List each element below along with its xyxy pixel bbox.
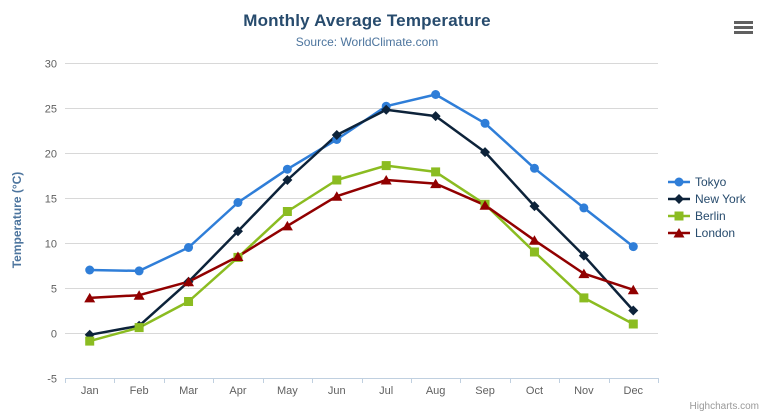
y-axis-label: 30: [45, 59, 57, 71]
data-point-london[interactable]: [331, 191, 343, 201]
series-line-tokyo[interactable]: [88, 93, 635, 273]
data-point-berlin[interactable]: [282, 207, 292, 216]
highcharts-credit[interactable]: Highcharts.com: [689, 401, 759, 412]
legend-item-berlin[interactable]: Berlin: [668, 208, 746, 223]
data-point-berlin[interactable]: [579, 293, 589, 303]
data-point-berlin[interactable]: [134, 323, 144, 333]
legend-item-label: Berlin: [695, 208, 726, 223]
x-axis-label: Oct: [526, 385, 543, 397]
legend-item-label: London: [695, 225, 736, 240]
data-point-berlin[interactable]: [184, 297, 194, 306]
y-axis-label: 5: [51, 284, 57, 296]
data-point-new-york[interactable]: [578, 250, 589, 261]
data-point-tokyo[interactable]: [233, 198, 243, 207]
data-point-new-york[interactable]: [430, 111, 441, 122]
data-point-london[interactable]: [627, 284, 639, 295]
data-point-berlin[interactable]: [628, 319, 638, 329]
data-point-london[interactable]: [281, 220, 293, 231]
x-axis-label: May: [277, 385, 298, 397]
legend-marker-square-icon: [668, 211, 690, 220]
legend-item-new-york[interactable]: New York: [668, 191, 746, 206]
data-point-tokyo[interactable]: [628, 242, 638, 252]
y-axis-label: 20: [45, 149, 57, 161]
hamburger-bar: [734, 26, 753, 29]
hamburger-bar: [734, 31, 753, 34]
export-menu-icon[interactable]: [734, 21, 753, 34]
x-axis-label: Nov: [574, 385, 594, 397]
data-point-berlin[interactable]: [332, 175, 342, 185]
data-point-berlin[interactable]: [431, 167, 441, 177]
data-point-tokyo[interactable]: [85, 265, 95, 275]
data-point-berlin[interactable]: [381, 161, 391, 171]
y-axis-label: 25: [45, 104, 57, 116]
chart-subtitle: Source: WorldClimate.com: [295, 35, 439, 49]
x-axis-label: Sep: [475, 385, 495, 397]
data-point-new-york[interactable]: [232, 226, 243, 237]
y-axis-label: 10: [45, 239, 57, 251]
data-point-new-york[interactable]: [628, 305, 639, 316]
data-point-london[interactable]: [528, 235, 540, 245]
y-axis-label: 15: [45, 194, 57, 206]
x-axis-label: Feb: [130, 385, 149, 397]
data-point-tokyo[interactable]: [529, 163, 539, 173]
data-point-tokyo[interactable]: [579, 203, 589, 213]
legend-item-label: Tokyo: [695, 174, 727, 189]
data-point-berlin[interactable]: [85, 336, 95, 346]
x-axis-label: Jul: [379, 385, 393, 397]
legend-marker-circle-icon: [668, 177, 690, 186]
data-point-new-york[interactable]: [331, 130, 342, 140]
data-point-london[interactable]: [380, 175, 392, 185]
series-line-new-york[interactable]: [88, 108, 635, 337]
y-axis-label: 0: [51, 329, 57, 341]
legend-item-london[interactable]: London: [668, 225, 746, 240]
data-point-london[interactable]: [479, 200, 491, 210]
data-point-london[interactable]: [183, 276, 195, 287]
legend-marker-triangle-icon: [668, 227, 690, 237]
legend: Tokyo New York Berlin London: [668, 174, 746, 240]
data-point-new-york[interactable]: [529, 201, 540, 212]
y-axis-label: -5: [47, 374, 57, 386]
x-axis-label: Jan: [81, 385, 99, 397]
hamburger-bar: [734, 21, 753, 24]
data-point-london[interactable]: [84, 292, 96, 303]
data-point-tokyo[interactable]: [184, 243, 194, 252]
series-line-berlin[interactable]: [88, 164, 635, 343]
data-point-tokyo[interactable]: [134, 266, 144, 276]
chart-title: Monthly Average Temperature: [243, 11, 491, 30]
x-axis-label: Apr: [229, 385, 246, 397]
data-point-tokyo[interactable]: [431, 90, 441, 99]
data-point-tokyo[interactable]: [282, 164, 292, 174]
data-point-new-york[interactable]: [480, 147, 491, 158]
data-point-london[interactable]: [430, 178, 442, 189]
legend-item-label: New York: [695, 191, 746, 206]
x-axis-label: Mar: [179, 385, 198, 397]
data-point-new-york[interactable]: [381, 104, 392, 115]
data-point-new-york[interactable]: [282, 175, 293, 185]
x-axis-label: Jun: [328, 385, 346, 397]
data-point-berlin[interactable]: [529, 247, 539, 257]
series-line-london[interactable]: [88, 178, 635, 300]
data-point-london[interactable]: [133, 290, 145, 300]
x-axis-label: Aug: [426, 385, 446, 397]
data-point-tokyo[interactable]: [480, 118, 490, 128]
x-axis-label: Dec: [624, 385, 644, 397]
data-point-london[interactable]: [232, 251, 244, 262]
legend-item-tokyo[interactable]: Tokyo: [668, 174, 746, 189]
data-point-london[interactable]: [578, 268, 590, 279]
legend-marker-diamond-icon: [668, 193, 690, 204]
